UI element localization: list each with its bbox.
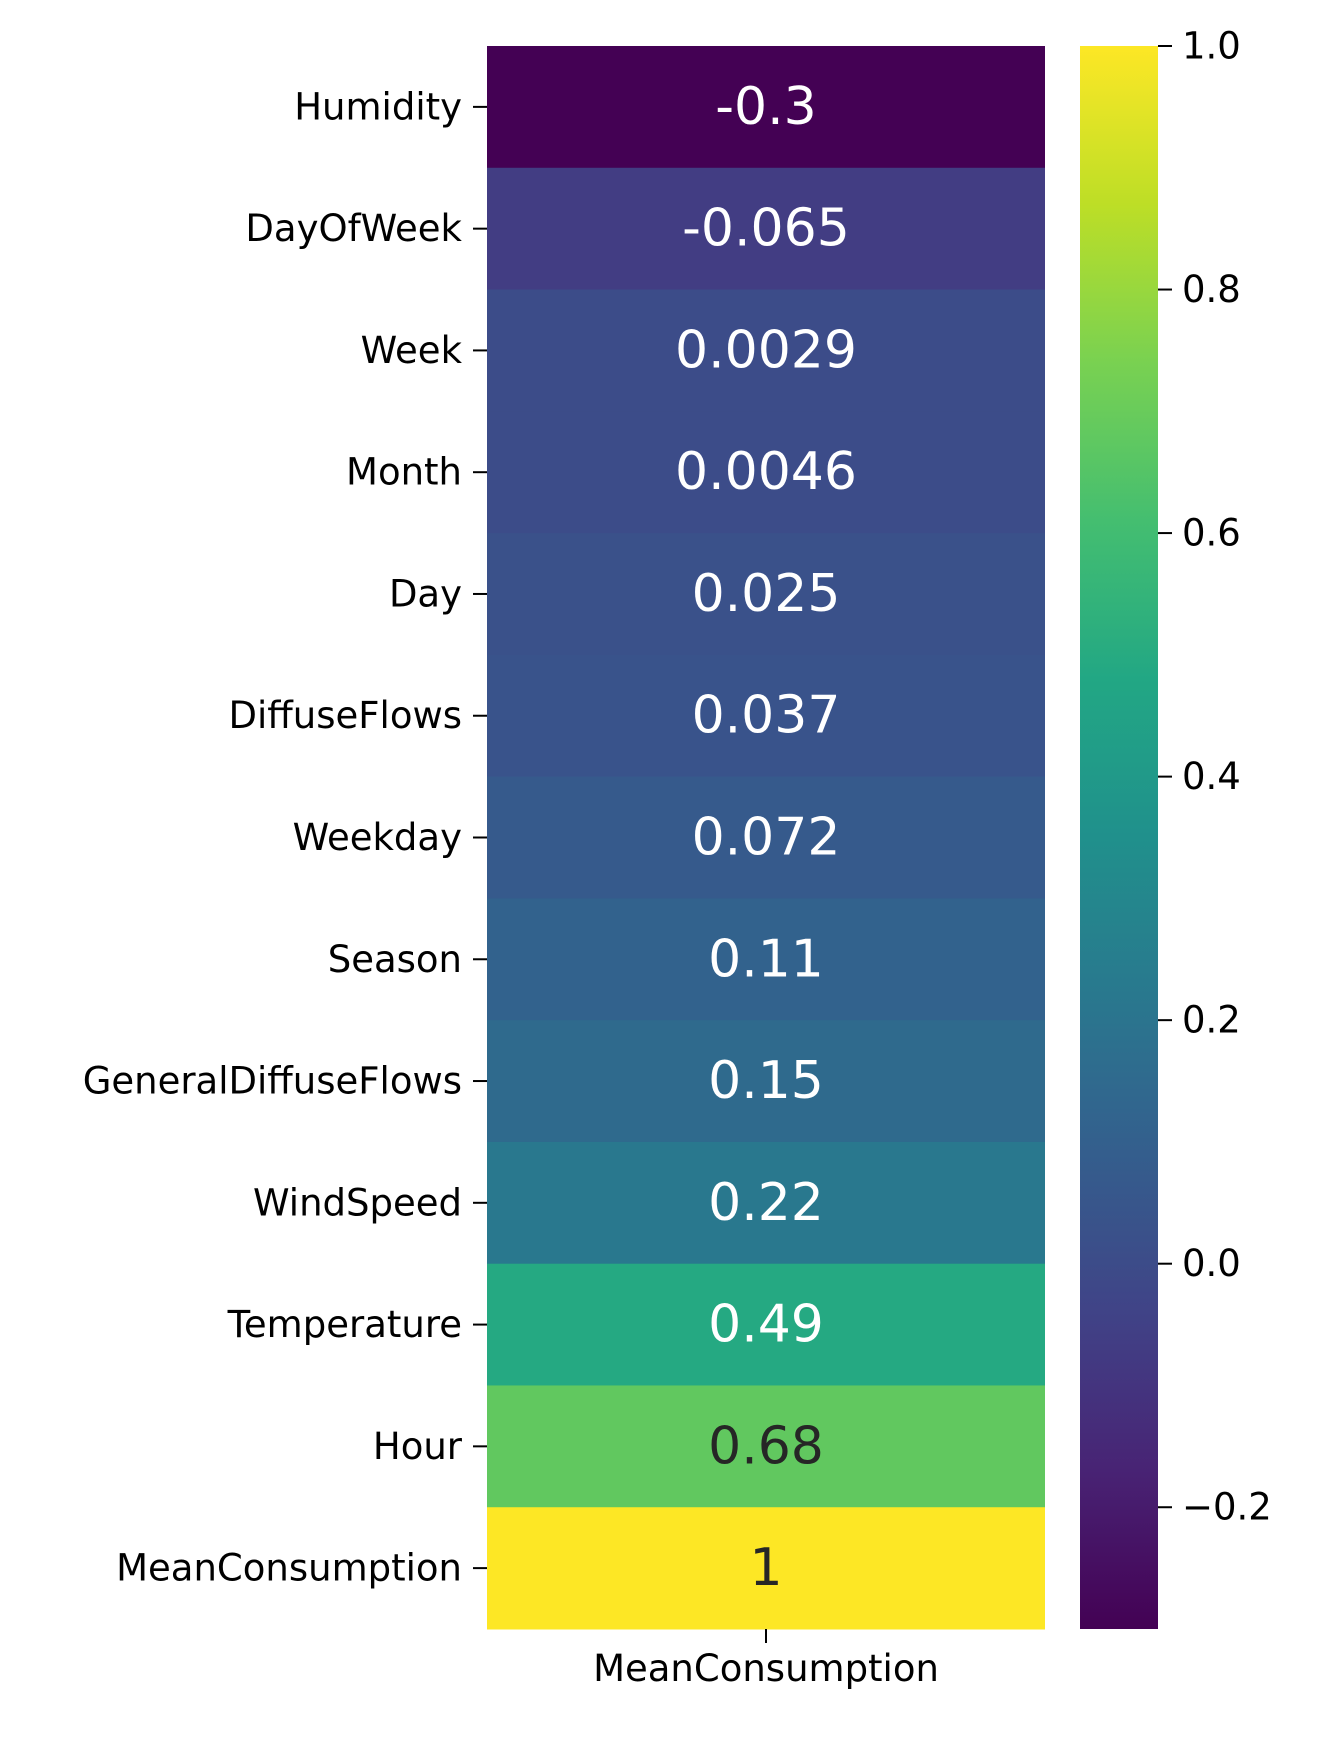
row-label-month: Month	[346, 451, 462, 494]
heatmap-cell-temperature	[487, 1263, 1045, 1386]
heatmap-cell-windspeed	[487, 1141, 1045, 1265]
cell-annotation-week: 0.0029	[675, 320, 857, 380]
heatmap-cell-month	[487, 411, 1045, 534]
row-label-weekday: Weekday	[293, 816, 462, 859]
cell-annotation-windspeed: 0.22	[708, 1173, 824, 1233]
colorbar-tick-label-0-6: 0.6	[1182, 512, 1241, 555]
column-label: MeanConsumption	[593, 1647, 939, 1690]
cell-annotation-weekday: 0.072	[692, 808, 841, 868]
row-label-meanconsumption: MeanConsumption	[116, 1547, 462, 1590]
row-label-generaldiffuseflows: GeneralDiffuseFlows	[83, 1060, 462, 1103]
heatmap-cell-season	[487, 898, 1045, 1021]
row-label-day: Day	[389, 572, 462, 615]
heatmap-cell-day	[487, 533, 1045, 656]
heatmap-cell-dayofweek	[487, 167, 1045, 291]
cell-annotation-hour: 0.68	[708, 1416, 824, 1476]
cell-annotation-temperature: 0.49	[708, 1295, 824, 1355]
row-label-week: Week	[361, 329, 463, 372]
heatmap-cell-meanconsumption	[487, 1507, 1045, 1630]
row-label-windspeed: WindSpeed	[253, 1181, 462, 1224]
colorbar-tick-label-0-8: 0.8	[1182, 268, 1241, 311]
cell-annotation-season: 0.11	[708, 929, 824, 989]
row-label-dayofweek: DayOfWeek	[245, 207, 462, 250]
cell-annotation-diffuseflows: 0.037	[692, 686, 841, 746]
colorbar-tick-label-0: 0.0	[1182, 1242, 1241, 1285]
colorbar-tick-label-0-4: 0.4	[1182, 755, 1241, 798]
column-labels: MeanConsumption	[593, 1629, 939, 1690]
row-label-diffuseflows: DiffuseFlows	[229, 694, 463, 737]
heatmap-cell-week	[487, 289, 1045, 412]
cell-annotation-generaldiffuseflows: 0.15	[708, 1051, 824, 1111]
cell-annotation-humidity: -0.3	[715, 77, 816, 137]
heatmap-cell-weekday	[487, 776, 1045, 899]
colorbar-gradient	[1080, 46, 1158, 1629]
heatmap-cell-generaldiffuseflows	[487, 1020, 1045, 1143]
colorbar-tick-label-neg0-2: −0.2	[1182, 1486, 1272, 1529]
colorbar: 1.0 0.8 0.6 0.4 0.2 0.0 −0.2	[1080, 25, 1272, 1629]
cell-annotation-dayofweek: -0.065	[682, 199, 850, 259]
row-label-humidity: Humidity	[294, 85, 462, 128]
row-label-temperature: Temperature	[227, 1303, 462, 1346]
cell-annotation-meanconsumption: 1	[749, 1538, 782, 1598]
heatmap-cell-diffuseflows	[487, 654, 1045, 778]
cell-annotation-month: 0.0046	[675, 442, 857, 502]
heatmap-cell-humidity	[487, 46, 1045, 169]
row-labels: Humidity DayOfWeek Week Month Day DiffuseFlow…	[83, 85, 487, 1590]
heatmap-cell-hour	[487, 1385, 1045, 1508]
row-label-hour: Hour	[373, 1425, 463, 1468]
colorbar-tick-label-0-2: 0.2	[1182, 999, 1241, 1042]
row-label-season: Season	[328, 938, 462, 981]
cell-annotation-day: 0.025	[692, 564, 841, 624]
colorbar-tick-label-1: 1.0	[1182, 25, 1241, 68]
heatmap-cells: -0.3 -0.065 0.0029 0.0046 0.025 0.037 0.072 0.1…	[487, 46, 1045, 1630]
